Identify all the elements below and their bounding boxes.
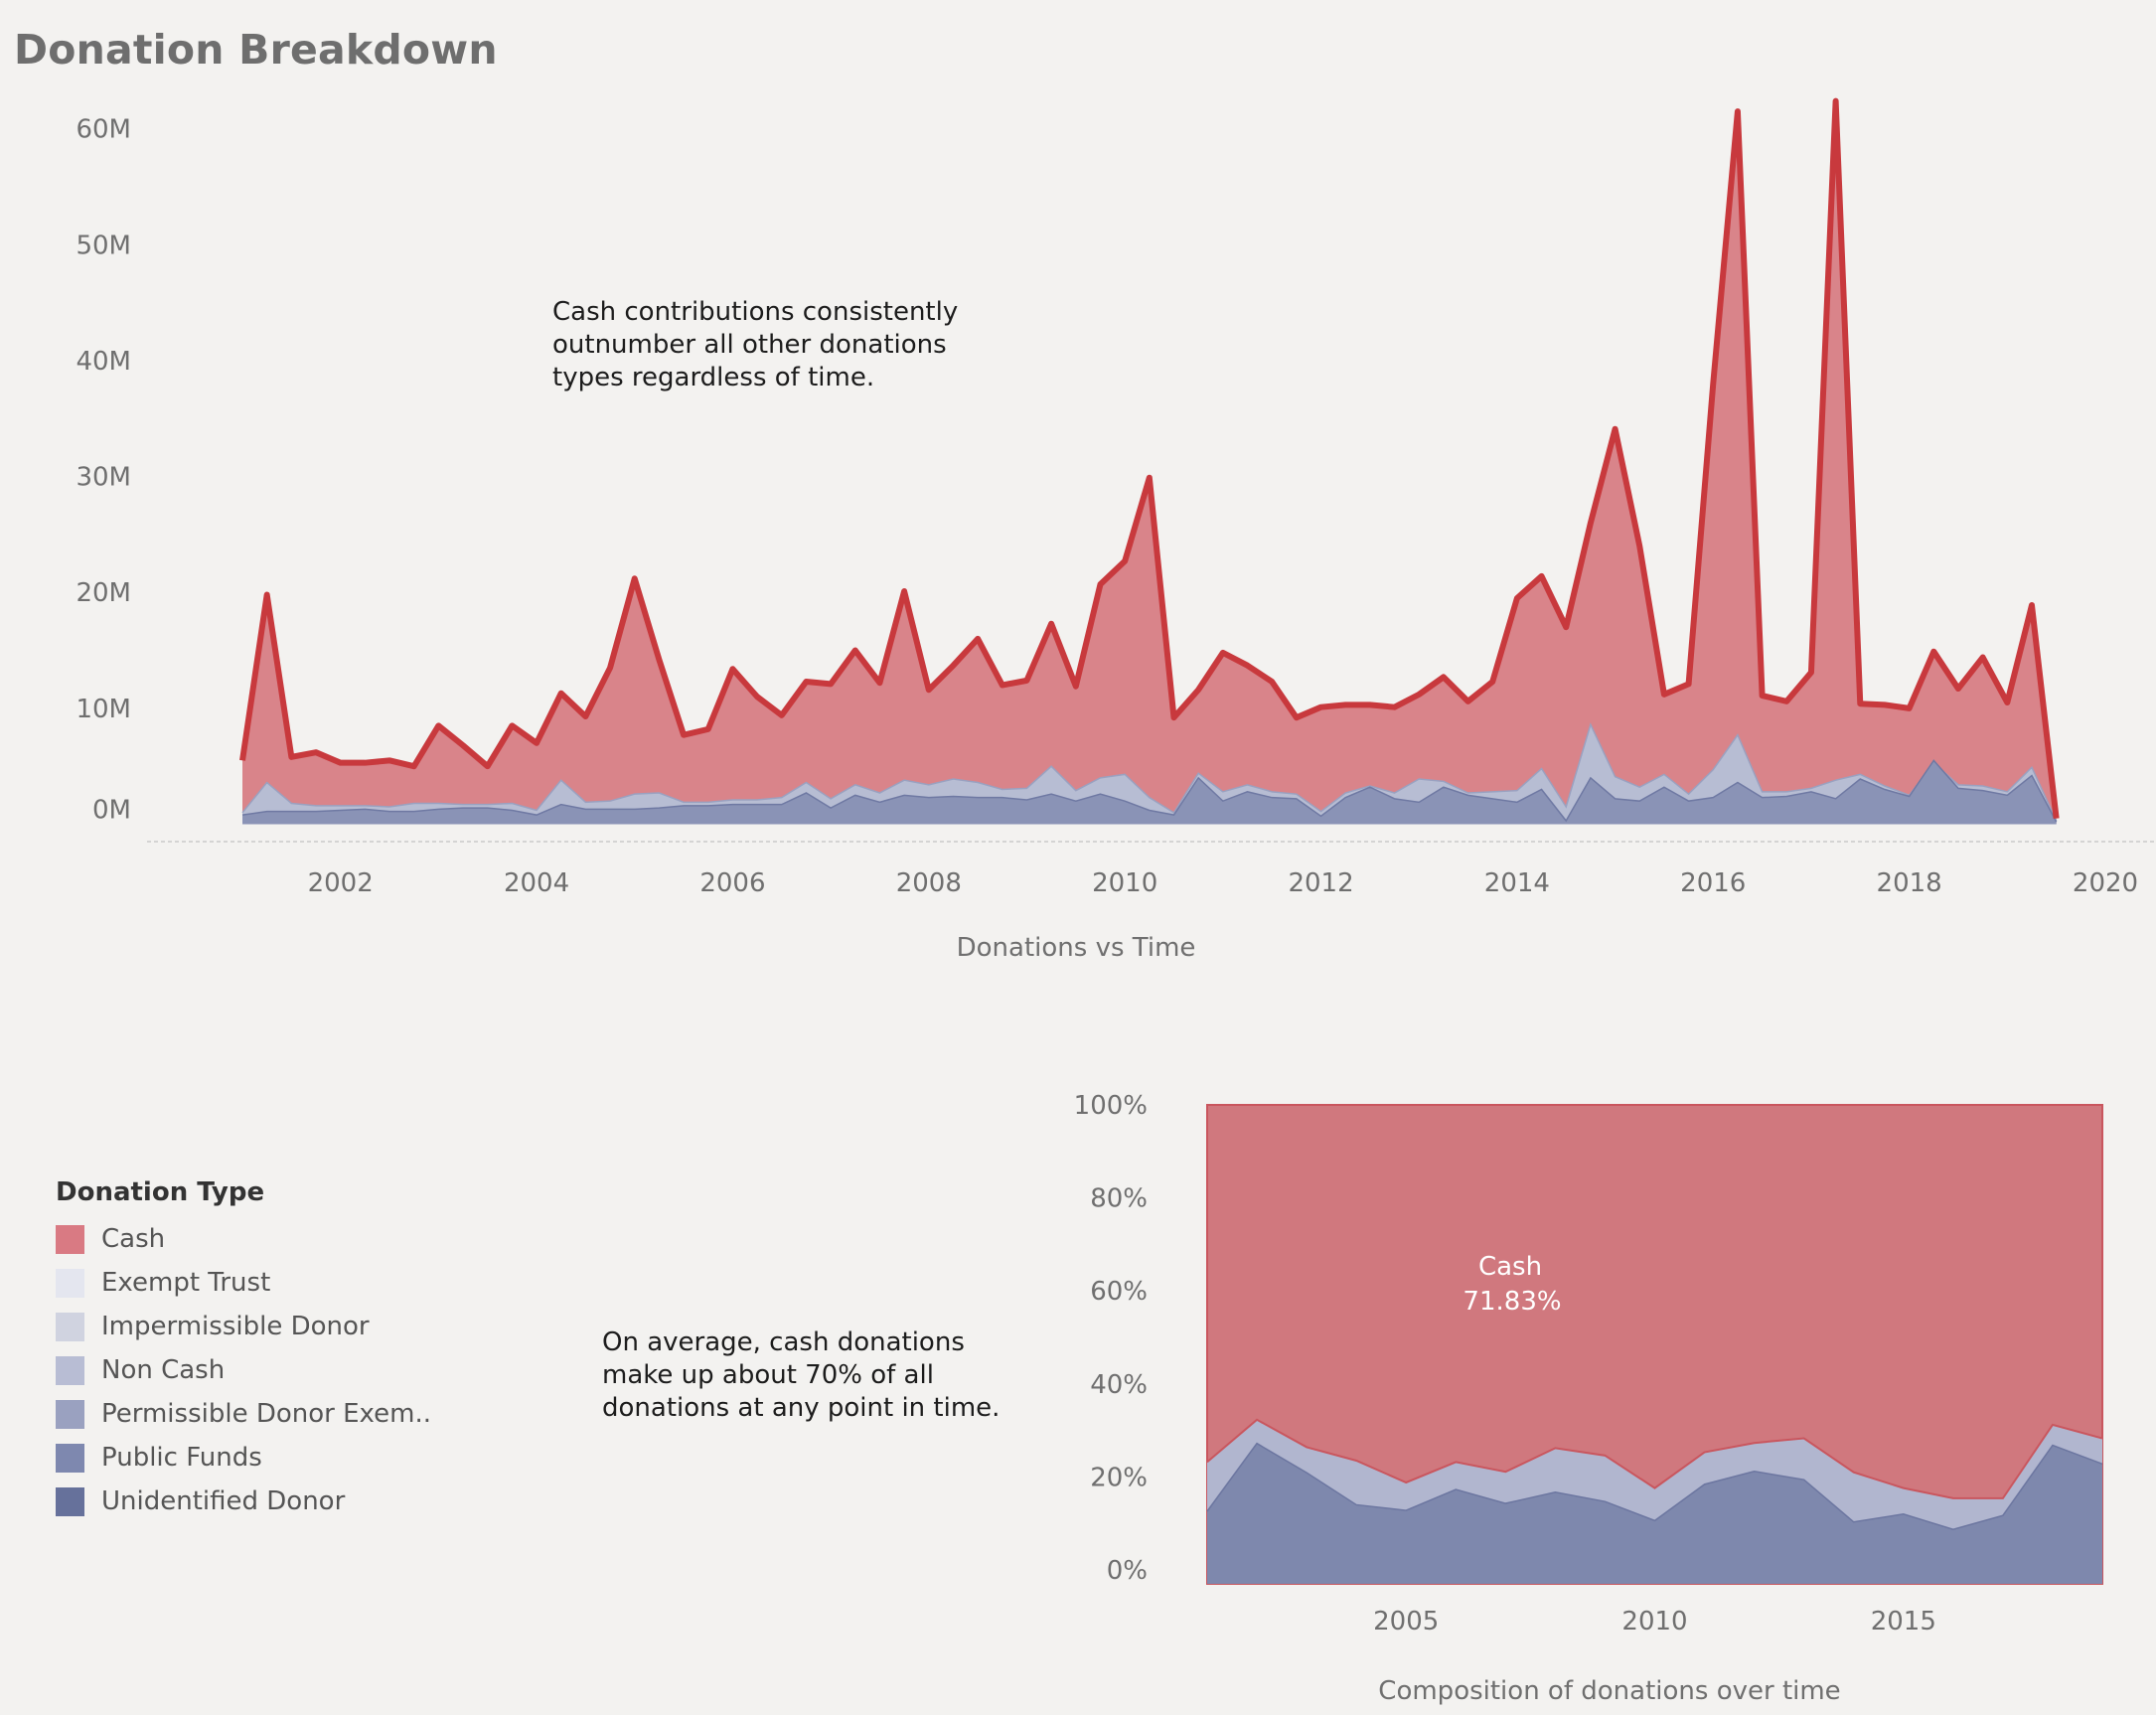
cash-share-edge — [1206, 1418, 2103, 1499]
top-chart-y-ticks: 0M 10M 20M 30M 40M 50M 60M — [76, 115, 131, 826]
legend-swatch — [56, 1399, 84, 1429]
x-tick-label: 2015 — [1871, 1607, 1936, 1637]
y-tick-label: 60M — [76, 115, 131, 145]
legend-item[interactable]: Unidentified Donor — [56, 1480, 431, 1523]
y-tick-label: 50M — [76, 231, 131, 260]
x-tick-label: 2010 — [1621, 1607, 1687, 1637]
y-tick-label: 60% — [1090, 1277, 1148, 1307]
legend-label: Public Funds — [101, 1443, 262, 1473]
legend-label: Permissible Donor Exem.. — [101, 1399, 431, 1429]
x-tick-label: 2020 — [2073, 868, 2138, 898]
legend-item[interactable]: Cash — [56, 1217, 431, 1261]
legend-item[interactable]: Permissible Donor Exem.. — [56, 1392, 431, 1436]
legend-title: Donation Type — [56, 1177, 265, 1207]
total-donations-line — [239, 97, 2060, 820]
top-chart-x-ticks: 2002 2004 2006 2008 2010 2012 2014 2016 2018 2020 — [308, 868, 2138, 898]
bottom-chart-areas — [1206, 1104, 2103, 1585]
y-tick-label: 40% — [1090, 1370, 1148, 1400]
bottom-chart-y-ticks: 0% 20% 40% 60% 80% 100% — [1074, 1091, 1148, 1586]
legend-label: Impermissible Donor — [101, 1312, 370, 1341]
public-funds-area — [242, 760, 2057, 825]
top-annotation-line: Cash contributions consistently — [552, 297, 959, 327]
y-tick-label: 100% — [1074, 1091, 1148, 1121]
top-chart-x-axis-label: Donations vs Time — [957, 933, 1196, 963]
legend-swatch — [56, 1268, 84, 1298]
bottom-annotation: On average, cash donations make up about… — [602, 1326, 1000, 1425]
y-tick-label: 30M — [76, 463, 131, 493]
x-tick-label: 2018 — [1877, 868, 1942, 898]
legend-label: Unidentified Donor — [101, 1486, 346, 1516]
top-chart-areas — [239, 97, 2060, 825]
public-funds-edge — [241, 759, 2058, 823]
y-tick-label: 0% — [1107, 1556, 1148, 1586]
y-tick-label: 20% — [1090, 1463, 1148, 1492]
legend-label: Cash — [101, 1224, 166, 1254]
bottom-chart-x-ticks: 2005 2010 2015 — [1373, 1607, 1936, 1637]
top-annotation: Cash contributions consistently outnumbe… — [552, 296, 958, 394]
y-tick-label: 40M — [76, 347, 131, 377]
public-funds-share-edge — [1206, 1442, 2103, 1531]
legend-item[interactable]: Public Funds — [56, 1436, 431, 1480]
legend-label: Exempt Trust — [101, 1268, 271, 1298]
top-annotation-line: types regardless of time. — [552, 363, 875, 392]
bottom-annotation-line: donations at any point in time. — [602, 1393, 1001, 1423]
legend-label: Non Cash — [101, 1355, 226, 1385]
public-funds-share-area — [1207, 1443, 2102, 1584]
x-tick-label: 2016 — [1680, 868, 1746, 898]
y-tick-label: 80% — [1090, 1184, 1148, 1214]
x-tick-label: 2002 — [308, 868, 374, 898]
bottom-annotation-line: make up about 70% of all — [602, 1360, 934, 1390]
legend-swatch — [56, 1486, 84, 1516]
bottom-annotation-line: On average, cash donations — [602, 1327, 965, 1357]
legend-items: Cash Exempt Trust Impermissible Donor Non C… — [56, 1217, 431, 1523]
y-tick-label: 0M — [92, 796, 131, 826]
cash-share-value: 71.83% — [1463, 1287, 1561, 1317]
x-tick-label: 2006 — [699, 868, 765, 898]
legend-swatch — [56, 1443, 84, 1473]
legend-item[interactable]: Non Cash — [56, 1348, 431, 1392]
legend: Donation Type Cash Exempt Trust Impermissi… — [56, 1177, 431, 1523]
dashboard-title: Donation Breakdown — [14, 26, 498, 74]
donations-vs-time-chart: 0M 10M 20M 30M 40M 50M 60M 2002 2004 2006 2008 201… — [76, 97, 2154, 963]
x-tick-label: 2005 — [1373, 1607, 1439, 1637]
legend-swatch — [56, 1224, 84, 1254]
x-tick-label: 2014 — [1484, 868, 1550, 898]
top-annotation-line: outnumber all other donations — [552, 330, 947, 360]
legend-swatch — [56, 1355, 84, 1385]
bottom-chart-x-axis-label: Composition of donations over time — [1378, 1676, 1840, 1706]
x-tick-label: 2008 — [896, 868, 962, 898]
legend-swatch — [56, 1312, 84, 1341]
non-cash-edge — [241, 722, 2058, 822]
x-tick-label: 2004 — [504, 868, 569, 898]
y-tick-label: 10M — [76, 695, 131, 724]
legend-item[interactable]: Exempt Trust — [56, 1261, 431, 1305]
legend-item[interactable]: Impermissible Donor — [56, 1305, 431, 1348]
y-tick-label: 20M — [76, 578, 131, 608]
cash-share-label: Cash — [1478, 1252, 1542, 1282]
x-tick-label: 2010 — [1092, 868, 1157, 898]
cash-area — [242, 100, 2057, 825]
x-tick-label: 2012 — [1288, 868, 1353, 898]
